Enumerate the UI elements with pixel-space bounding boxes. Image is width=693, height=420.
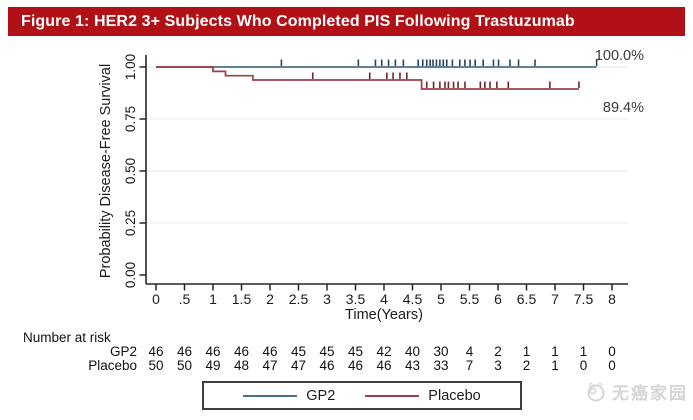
figure-title: Figure 1: HER2 3+ Subjects Who Completed… [21, 12, 575, 30]
risk-count: 7 [465, 358, 474, 373]
x-tick-label: 6.5 [517, 291, 537, 307]
x-tick-label: 6 [494, 291, 502, 307]
survival-curves [156, 59, 598, 90]
risk-row-gp2: GP2 46 46 46 46 46 45 45 45 42 40 30 4 2 1 1 1 0 [0, 344, 693, 359]
x-tick-label: 2.5 [289, 291, 309, 307]
placebo-line-swatch [365, 394, 420, 397]
risk-count: 1 [579, 344, 588, 359]
x-tick-label: 3.5 [346, 291, 366, 307]
risk-count: 46 [376, 358, 392, 373]
legend-item-gp2: GP2 [243, 388, 335, 404]
risk-count: 1 [551, 358, 559, 373]
x-tick-label: 5 [437, 291, 445, 307]
risk-count: 46 [319, 358, 335, 373]
risk-count: 49 [205, 358, 221, 373]
risk-count: 2 [494, 344, 502, 359]
x-tick-label: 3 [323, 291, 331, 307]
gp2-line-swatch [243, 394, 298, 397]
x-axis-ticks: 0 .5 1 1.5 2 2.5 3 3.5 4 4.5 5 5.5 6 6.5 7 7.5 8 [152, 284, 616, 307]
risk-row-label-placebo: Placebo [88, 358, 137, 373]
risk-count: 0 [608, 358, 616, 373]
risk-count: 40 [404, 344, 421, 359]
y-tick-label: 0.50 [123, 158, 138, 184]
watermark: 无癌家园 [585, 379, 688, 404]
risk-count: 45 [347, 344, 364, 359]
risk-count: 33 [433, 358, 449, 373]
risk-count: 42 [376, 344, 392, 359]
risk-count: 1 [551, 344, 559, 359]
risk-count: 45 [290, 344, 307, 359]
x-tick-label: 1 [209, 291, 217, 307]
risk-count: 43 [404, 358, 421, 373]
risk-count: 46 [148, 344, 164, 359]
risk-count: 0 [608, 344, 616, 359]
legend-label-placebo: Placebo [428, 387, 481, 404]
risk-count: 46 [176, 344, 193, 359]
y-axis-ticks: 0.00 0.25 0.50 0.75 1.00 [123, 54, 146, 288]
risk-count: 47 [262, 358, 278, 373]
x-tick-label: 0 [152, 291, 160, 307]
y-tick-label: 0.25 [123, 210, 138, 236]
risk-row-placebo: Placebo 50 50 49 48 47 47 46 46 46 43 33 7 3 2 1 0 0 [0, 358, 693, 373]
risk-table-title: Number at risk [23, 330, 111, 345]
gridlines [146, 66, 628, 224]
y-tick-label: 0.00 [123, 262, 138, 288]
figure-title-bar: Figure 1: HER2 3+ Subjects Who Completed… [8, 7, 685, 36]
x-tick-label: 4 [380, 291, 388, 307]
watermark-logo-icon [587, 382, 605, 401]
risk-count: 2 [522, 358, 531, 373]
risk-count: 48 [233, 358, 250, 373]
risk-count: 45 [319, 344, 335, 359]
risk-count: 4 [465, 344, 474, 359]
risk-count: 1 [522, 344, 531, 359]
x-tick-label: 5.5 [460, 291, 480, 307]
x-tick-label: 8 [608, 291, 616, 307]
risk-count: 50 [176, 358, 193, 373]
x-tick-label: 4.5 [403, 291, 423, 307]
legend-label-gp2: GP2 [306, 387, 336, 404]
x-tick-label: 7.5 [574, 291, 594, 307]
watermark-text: 无癌家园 [612, 384, 688, 403]
placebo-final-percent-label: 89.4% [603, 100, 644, 116]
x-tick-label: 2 [266, 291, 274, 307]
risk-count: 0 [579, 358, 588, 373]
risk-count: 50 [148, 358, 164, 373]
y-tick-label: 0.75 [123, 106, 138, 132]
risk-count: 30 [433, 344, 449, 359]
x-tick-label: .5 [179, 291, 191, 307]
gp2-final-percent-label: 100.0% [595, 48, 644, 64]
risk-count: 46 [347, 358, 364, 373]
y-tick-label: 1.00 [123, 54, 138, 80]
legend: GP2 Placebo [202, 381, 522, 410]
x-tick-label: 7 [551, 291, 559, 307]
risk-count: 46 [205, 344, 221, 359]
x-axis-label: Time(Years) [345, 307, 423, 323]
risk-row-label-gp2: GP2 [109, 344, 137, 359]
x-tick-label: 1.5 [232, 291, 252, 307]
legend-item-placebo: Placebo [365, 387, 481, 404]
risk-count: 47 [290, 358, 307, 373]
risk-count: 46 [233, 344, 250, 359]
axes [145, 55, 628, 285]
km-survival-plot: 0 .5 1 1.5 2 2.5 3 3.5 4 4.5 5 5.5 6 6.5 7 7.5 8 0.00 0.2… [98, 48, 644, 323]
risk-count: 3 [494, 358, 502, 373]
risk-count: 46 [262, 344, 278, 359]
placebo-survival-curve [156, 66, 579, 90]
y-axis-label: Probability Disease-Free Survival [98, 64, 114, 278]
